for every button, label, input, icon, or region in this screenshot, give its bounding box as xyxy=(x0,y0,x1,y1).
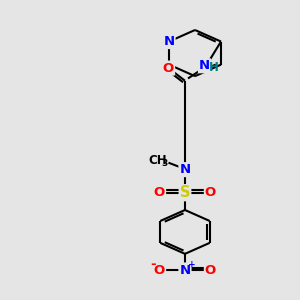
Text: N: N xyxy=(164,35,175,48)
Text: H: H xyxy=(209,61,219,74)
Text: N: N xyxy=(199,59,210,72)
Text: CH: CH xyxy=(149,154,167,167)
Text: 3: 3 xyxy=(161,159,168,168)
Text: N: N xyxy=(179,263,191,277)
Text: O: O xyxy=(154,263,165,277)
Text: O: O xyxy=(163,61,174,75)
Text: O: O xyxy=(205,186,216,199)
Text: O: O xyxy=(154,186,165,199)
Text: N: N xyxy=(179,163,191,176)
Text: O: O xyxy=(205,263,216,277)
Text: +: + xyxy=(188,260,195,269)
Text: S: S xyxy=(180,185,190,200)
Text: -: - xyxy=(150,258,156,271)
